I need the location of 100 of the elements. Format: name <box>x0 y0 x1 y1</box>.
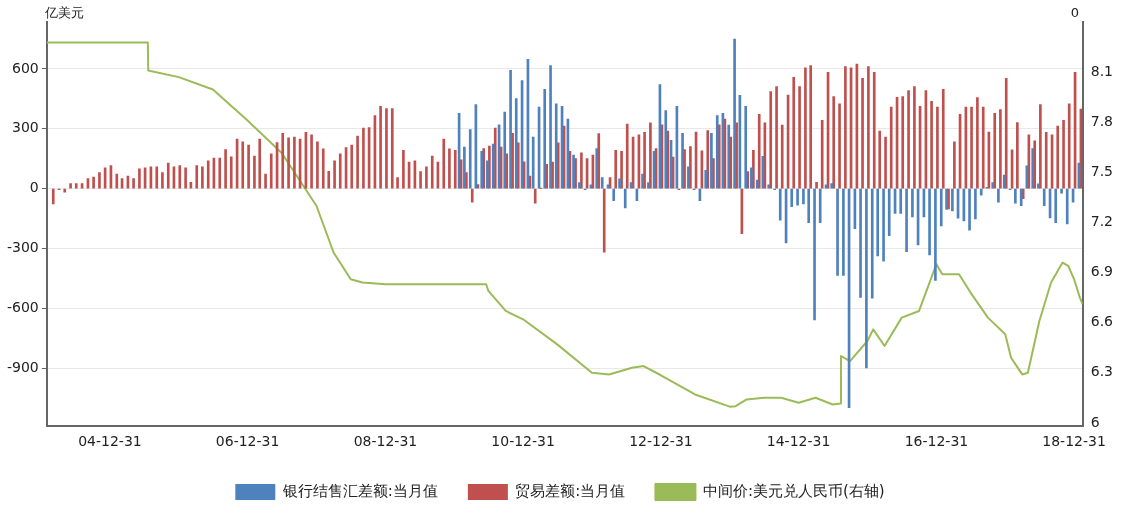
bar <box>710 133 713 189</box>
bar <box>755 179 759 189</box>
bar <box>338 153 342 189</box>
bar <box>269 153 273 189</box>
y2-tick-label: 6.3 <box>1090 363 1113 380</box>
bar <box>549 65 552 189</box>
bar <box>468 129 472 189</box>
bar <box>939 188 943 227</box>
bar <box>1067 103 1071 189</box>
bar <box>241 141 245 189</box>
bar <box>625 123 629 189</box>
y-tick-label: -600 <box>6 299 39 316</box>
bar <box>775 86 778 189</box>
bar <box>884 136 887 189</box>
bar <box>928 188 931 256</box>
bar <box>641 173 644 189</box>
bar <box>974 188 977 220</box>
bar <box>138 168 141 189</box>
bar <box>195 165 199 189</box>
bar <box>1016 122 1019 189</box>
bar <box>752 150 755 189</box>
y2-tick-label: 6 <box>1090 413 1100 430</box>
bar <box>750 167 753 189</box>
x-tick-label: 12-12-31 <box>629 433 693 450</box>
bar <box>999 109 1002 189</box>
bar <box>229 156 233 189</box>
bar <box>733 38 736 189</box>
bar <box>744 105 748 189</box>
bar <box>1039 104 1042 189</box>
bar <box>867 66 870 189</box>
bar <box>531 136 535 189</box>
bar <box>350 144 354 189</box>
bar <box>470 188 474 203</box>
bar <box>533 188 537 204</box>
bar <box>830 183 834 189</box>
bar <box>704 169 708 189</box>
x-tick-label: 18-12-31 <box>1042 433 1106 450</box>
bar <box>889 106 893 189</box>
bar <box>224 149 227 189</box>
bar <box>769 91 773 189</box>
bar <box>281 133 285 189</box>
x-tick-label: 14-12-31 <box>766 433 831 450</box>
bar <box>1060 188 1063 194</box>
bar <box>543 88 547 189</box>
x-tick-label: 10-12-31 <box>491 433 555 450</box>
legend-label: 贸易差额:当月值 <box>515 481 626 500</box>
bar <box>1037 183 1040 189</box>
bar <box>491 143 495 189</box>
bar <box>780 124 784 189</box>
y-axis-title: 亿美元 <box>43 4 84 20</box>
bar <box>796 188 799 206</box>
bar <box>951 188 954 212</box>
bar <box>178 165 182 189</box>
bar <box>809 65 813 189</box>
bar <box>51 188 55 205</box>
bar <box>813 188 816 321</box>
bar <box>689 146 692 189</box>
bar <box>664 110 668 189</box>
bar <box>836 188 839 276</box>
bar <box>155 166 159 189</box>
bar <box>899 188 903 214</box>
bar <box>807 188 811 223</box>
x-tick-label: 04-12-31 <box>78 433 142 450</box>
bar <box>1002 174 1006 189</box>
x-tick-label: 06-12-31 <box>215 433 280 450</box>
bar <box>333 160 336 189</box>
bar <box>69 183 72 189</box>
bar <box>832 96 836 189</box>
bar <box>623 188 627 209</box>
bar <box>976 97 979 189</box>
bar <box>930 101 933 189</box>
bar <box>767 184 771 189</box>
bar <box>595 148 599 189</box>
bar <box>1065 188 1069 225</box>
bar <box>941 88 945 189</box>
bar <box>247 144 250 189</box>
bar <box>778 188 782 221</box>
bar <box>316 141 319 189</box>
bar <box>514 98 518 189</box>
bar <box>1044 132 1048 189</box>
bar <box>390 108 394 189</box>
bar <box>293 136 296 189</box>
bar <box>448 148 451 189</box>
bar <box>264 173 267 189</box>
bar <box>687 166 690 189</box>
bar <box>161 172 164 189</box>
bar <box>993 113 997 189</box>
y-tick-label: -300 <box>6 239 39 256</box>
bar <box>727 124 731 189</box>
bar <box>287 137 290 189</box>
bar <box>790 188 794 207</box>
bar <box>820 120 824 189</box>
bar <box>715 115 719 189</box>
bar <box>1014 188 1017 204</box>
bar <box>362 127 365 189</box>
bar <box>681 133 684 189</box>
bar <box>870 188 874 299</box>
bar <box>115 173 119 189</box>
bar <box>258 138 262 189</box>
bar <box>991 182 995 189</box>
